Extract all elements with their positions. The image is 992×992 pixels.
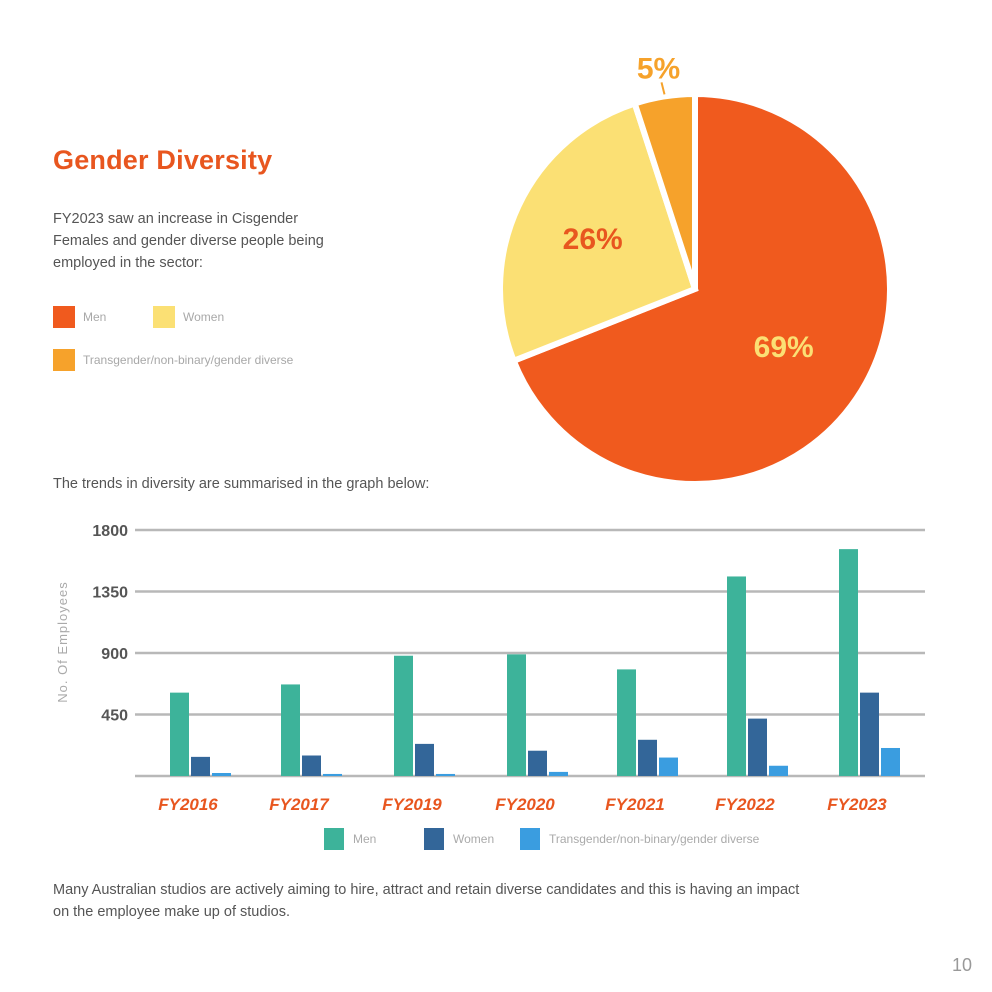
x-tick-label: FY2021 <box>605 795 665 814</box>
bar-legend-women-swatch <box>424 828 444 850</box>
y-tick-label: 1350 <box>92 585 128 602</box>
pie-chart: 69% 26% 5% <box>497 52 893 487</box>
x-tick-label: FY2016 <box>158 795 218 814</box>
y-axis-label: No. Of Employees <box>55 581 70 703</box>
bar-chart: 450 900 1350 1800 No. Of Employees FY2016 FY20… <box>55 523 925 850</box>
y-tick-label: 900 <box>101 646 128 663</box>
bar-diverse <box>881 747 900 776</box>
bar-women <box>415 743 434 776</box>
bar-men <box>617 669 636 776</box>
bar-men <box>281 684 300 776</box>
pie-label-diverse: 5% <box>637 52 680 85</box>
pie-leader-line-diverse <box>660 82 666 95</box>
x-tick-label: FY2020 <box>495 795 555 814</box>
bar-women <box>528 750 547 776</box>
bar-women <box>860 692 879 776</box>
page-title: Gender Diversity <box>53 145 273 175</box>
bar-diverse <box>212 773 231 776</box>
bar-men <box>727 576 746 776</box>
pie-label-women: 26% <box>563 223 623 256</box>
bar-women <box>302 755 321 776</box>
bar-men <box>170 692 189 776</box>
legend-diverse-swatch <box>53 349 75 371</box>
y-tick-label: 1800 <box>92 523 128 540</box>
y-tick-label: 450 <box>101 708 128 725</box>
legend-men-label: Men <box>83 310 107 324</box>
legend-women-label: Women <box>183 310 225 324</box>
x-tick-label: FY2019 <box>382 795 442 814</box>
pie-slice-diverse <box>630 90 698 290</box>
bar-legend-men-label: Men <box>353 832 376 846</box>
pie-label-men: 69% <box>754 331 814 364</box>
legend-women-swatch <box>153 306 175 328</box>
x-tick-label: FY2022 <box>715 795 775 814</box>
bar-women <box>748 718 767 776</box>
bar-diverse <box>549 771 568 776</box>
bar-men <box>839 549 858 776</box>
bar-legend-diverse-label: Transgender/non-binary/gender diverse <box>549 832 760 846</box>
trend-text: The trends in diversity are summarised i… <box>53 476 430 492</box>
pie-slice-women <box>497 99 699 365</box>
bar-legend-women-label: Women <box>453 832 494 846</box>
bar-women <box>638 739 657 776</box>
intro-text: FY2023 saw an increase in Cisgender Fema… <box>53 211 324 271</box>
bar-diverse <box>436 773 455 776</box>
bar-diverse <box>323 773 342 776</box>
bar-men <box>507 654 526 776</box>
page-number: 10 <box>951 955 972 975</box>
bar-legend-diverse-swatch <box>520 828 540 850</box>
footer-text: Many Australian studios are actively aim… <box>53 882 800 920</box>
x-tick-label: FY2017 <box>269 795 330 814</box>
pie-slice-men <box>509 90 893 487</box>
bar-diverse <box>769 765 788 776</box>
x-tick-label: FY2023 <box>827 795 887 814</box>
bar-men <box>394 655 413 776</box>
legend-diverse-label: Transgender/non-binary/gender diverse <box>83 353 294 367</box>
legend-men-swatch <box>53 306 75 328</box>
bar-diverse <box>659 757 678 776</box>
bar-legend-men-swatch <box>324 828 344 850</box>
bar-women <box>191 756 210 776</box>
